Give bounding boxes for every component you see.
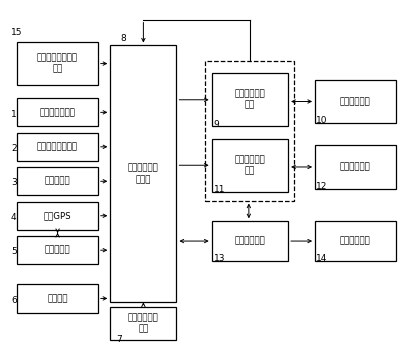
Text: 左灯驱动电机: 左灯驱动电机 [340,163,371,172]
Text: 12: 12 [316,182,327,191]
Text: 开关信号传感器: 开关信号传感器 [39,108,76,117]
Text: 4: 4 [11,213,17,222]
Text: 1: 1 [11,110,17,119]
Text: 11: 11 [214,185,225,194]
Text: 右灯驱动电机: 右灯驱动电机 [340,97,371,106]
Text: 右灯电机驱动
模块: 右灯电机驱动 模块 [234,90,265,110]
Text: 6: 6 [11,295,17,304]
Bar [315,221,395,261]
Text: 5: 5 [11,247,17,256]
Bar [17,236,98,264]
Text: 14: 14 [316,254,327,263]
Bar [17,133,98,161]
Text: 15: 15 [11,28,22,37]
Text: 车载电源: 车载电源 [47,294,68,303]
Text: 车载GPS: 车载GPS [44,211,71,220]
Text: 方向盘转角传感器: 方向盘转角传感器 [37,142,78,151]
Bar [17,98,98,127]
Bar [205,61,294,201]
Text: 驱动电机位置矫正
模块: 驱动电机位置矫正 模块 [37,54,78,74]
Bar [17,202,98,230]
Text: 9: 9 [214,120,220,129]
Bar [17,42,98,85]
Bar [212,73,288,127]
Bar [315,80,395,123]
Text: 左灯电机驱动
模块: 左灯电机驱动 模块 [234,155,265,175]
Text: 高精度地图: 高精度地图 [45,246,71,255]
Text: 13: 13 [214,254,225,263]
Bar [17,167,98,195]
Text: 2: 2 [11,144,17,153]
Text: 自适应前照灯
控制器: 自适应前照灯 控制器 [128,164,159,184]
Text: 车速传感器: 车速传感器 [45,177,71,186]
Bar [110,307,176,340]
Text: 10: 10 [316,117,327,126]
Bar [110,45,176,302]
Text: 检测保护模块: 检测保护模块 [234,237,265,246]
Text: 左灯复位机械
结构: 左灯复位机械 结构 [128,314,159,334]
Text: 3: 3 [11,179,17,188]
Bar [315,145,395,189]
Bar [212,221,288,261]
Text: 故障警示模块: 故障警示模块 [340,237,371,246]
Bar [212,138,288,192]
Text: 7: 7 [117,335,122,344]
Text: 8: 8 [121,34,127,43]
Bar [17,284,98,312]
